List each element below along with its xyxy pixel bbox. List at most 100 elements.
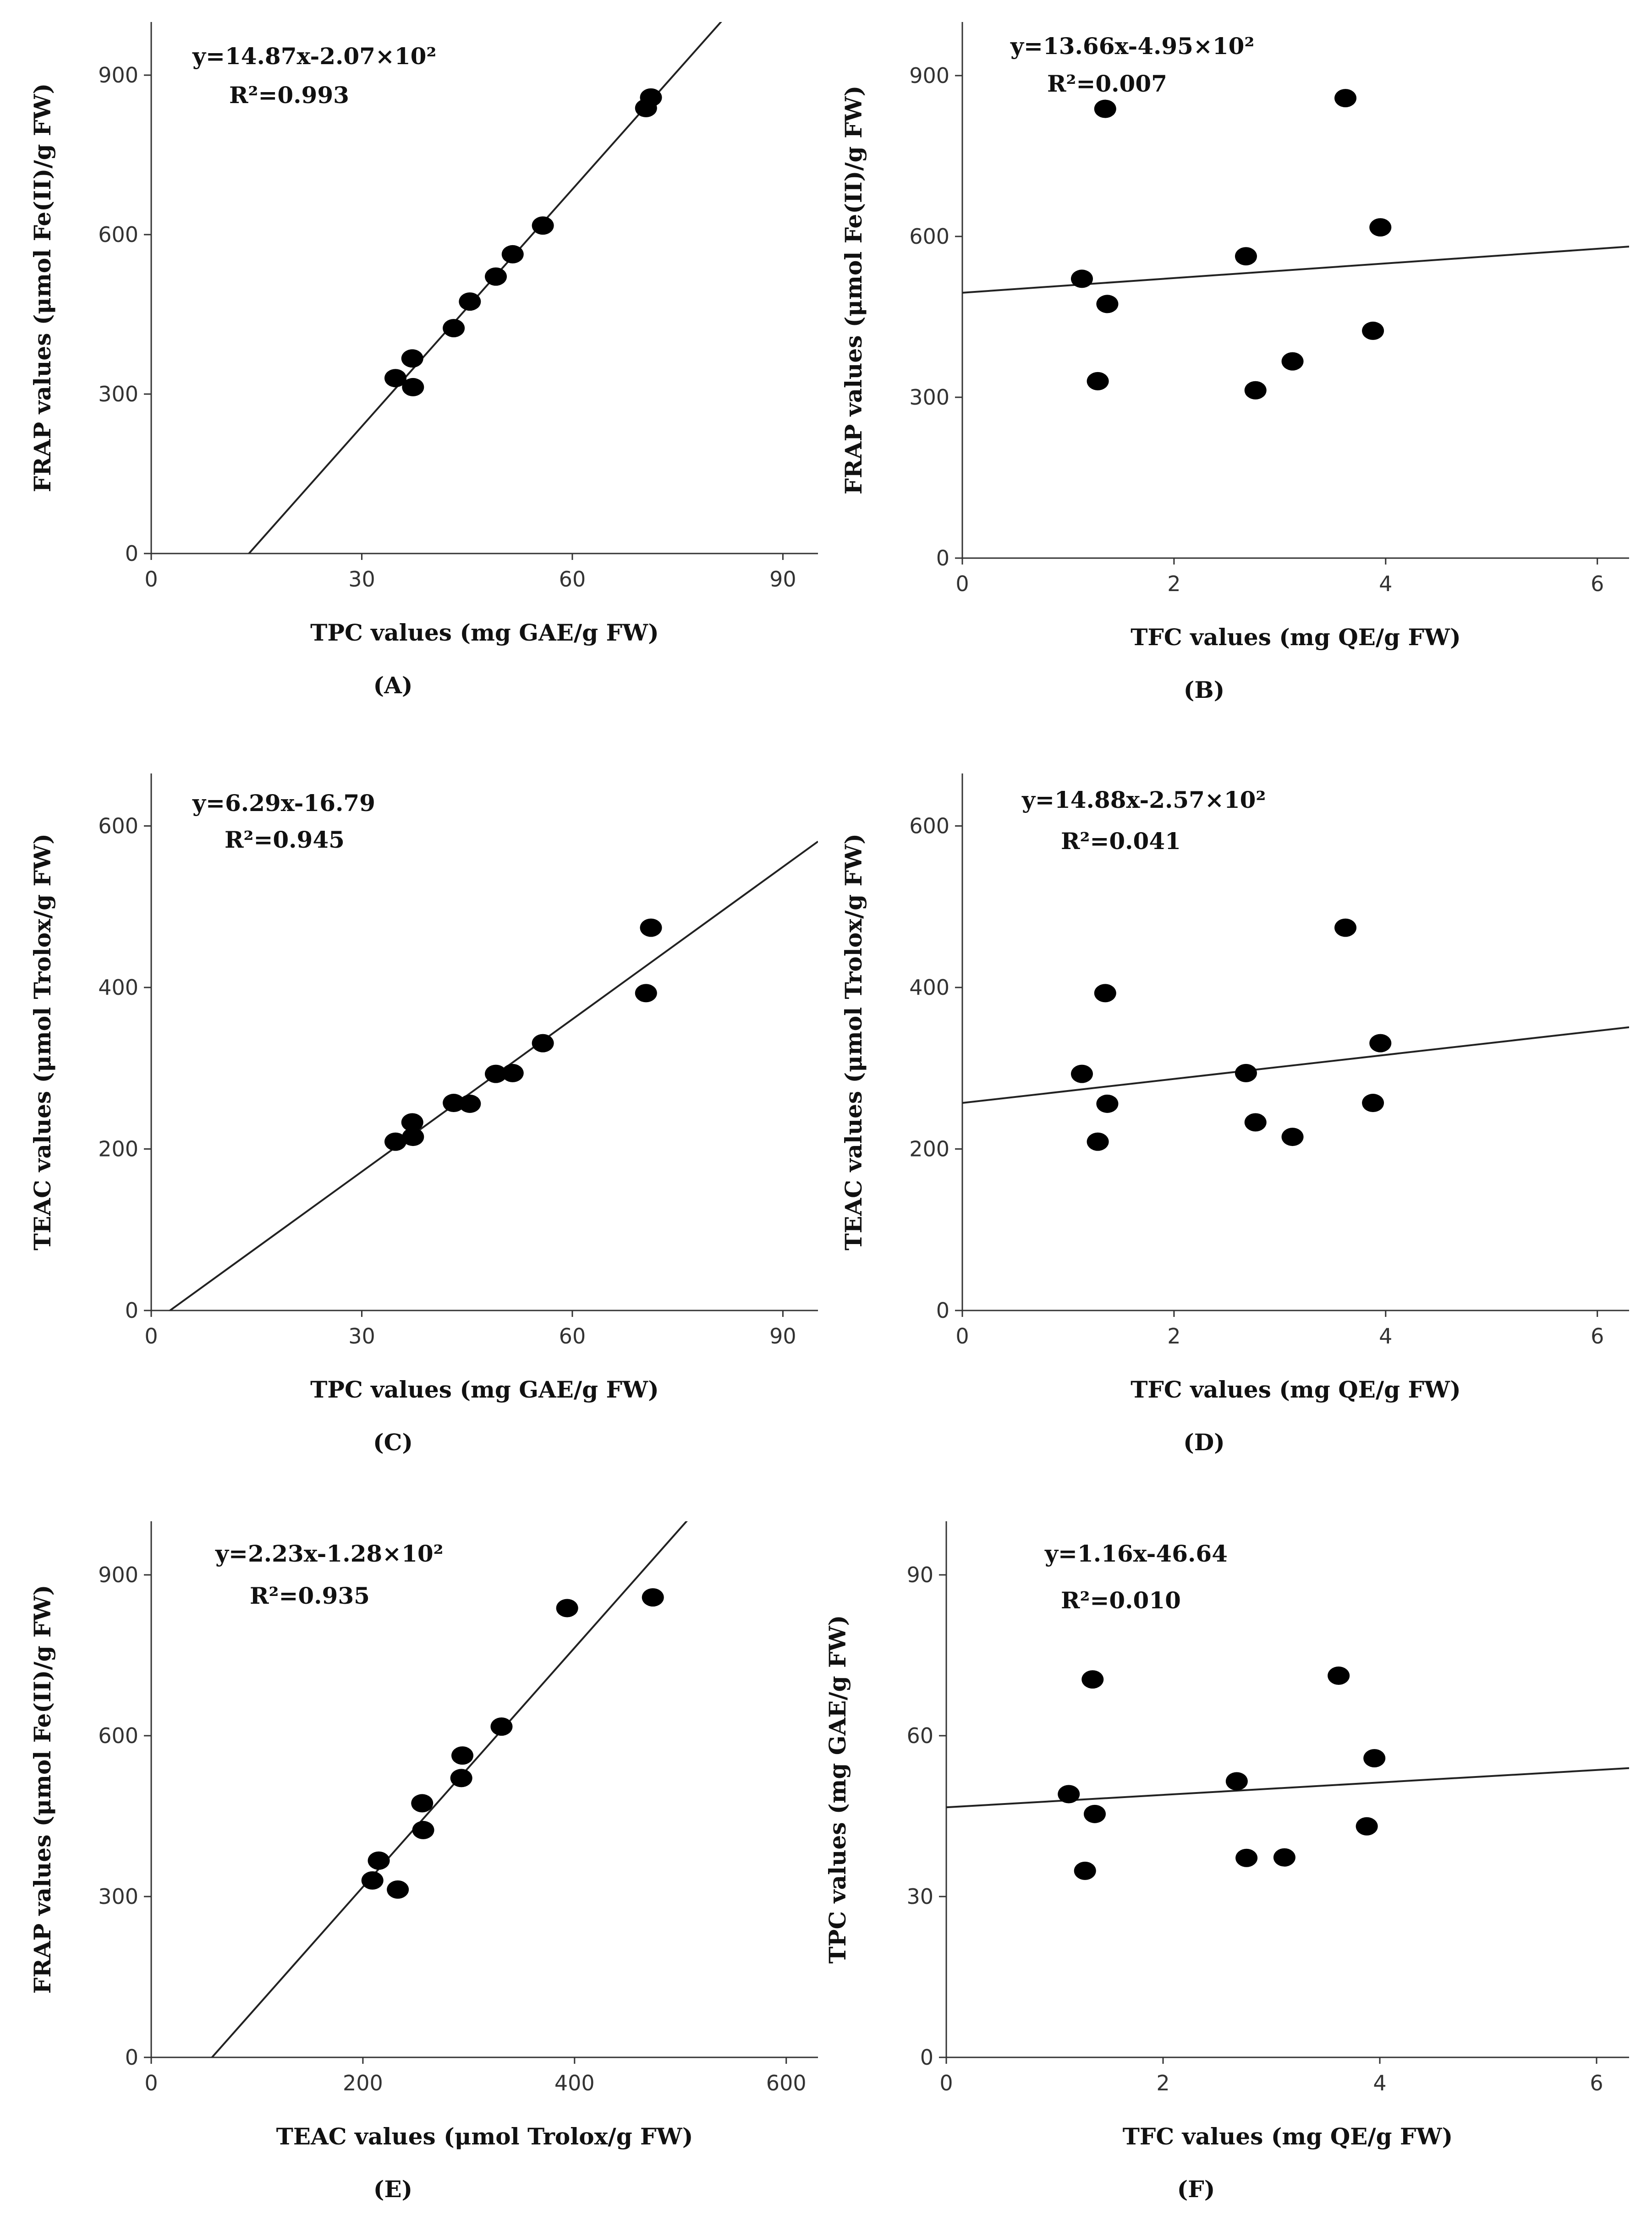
data-point (384, 369, 406, 388)
panel-label: (A) (373, 672, 412, 699)
x-tick-label: 60 (559, 1324, 586, 1349)
data-point (1235, 1848, 1258, 1867)
r-squared-label: R²=0.041 (1061, 828, 1181, 855)
regression-equation: y=2.23x-1.28×10² (215, 1540, 444, 1567)
y-tick-label: 900 (98, 63, 138, 88)
data-point (1369, 218, 1392, 237)
data-point (1244, 1113, 1267, 1132)
x-tick-label: 0 (144, 2071, 158, 2095)
x-axis-title: TFC values (mg QE/g FW) (1123, 2123, 1453, 2150)
x-tick-label: 0 (144, 567, 158, 592)
data-point (1334, 89, 1357, 108)
data-point (402, 1128, 424, 1146)
r-squared-label: R²=0.945 (225, 826, 345, 853)
regression-line (962, 246, 1629, 294)
y-tick-label: 30 (906, 1884, 933, 1909)
r-squared-label: R²=0.993 (229, 82, 349, 109)
data-point (1281, 1128, 1304, 1146)
x-tick-label: 600 (766, 2071, 807, 2095)
y-tick-label: 400 (909, 975, 949, 1000)
data-point (412, 1820, 434, 1839)
data-point (361, 1871, 384, 1890)
data-point (384, 1132, 406, 1151)
x-tick-label: 0 (144, 1324, 158, 1349)
data-point (459, 1094, 481, 1113)
data-point (1363, 1749, 1386, 1768)
regression-line (210, 1521, 688, 2057)
chart-panel-5: 0 200 400 600 0 300 600 900 y=2.23x-1.28×10² R²=0… (29, 1521, 818, 2203)
x-tick-label: 30 (348, 567, 375, 592)
y-axis-title: FRAP values (μmol Fe(II)/g FW) (29, 83, 56, 493)
data-point (1081, 1670, 1104, 1689)
y-tick-label: 300 (98, 1884, 138, 1909)
data-point (1334, 918, 1357, 937)
y-tick-label: 600 (98, 1723, 138, 1748)
y-tick-label: 300 (98, 382, 138, 406)
data-point (401, 349, 423, 368)
data-point (1058, 1785, 1080, 1804)
r-squared-label: R²=0.010 (1061, 1587, 1181, 1614)
data-point (1087, 1132, 1109, 1151)
y-tick-label: 400 (98, 975, 138, 1000)
data-point (387, 1880, 409, 1899)
y-tick-label: 90 (906, 1563, 933, 1587)
chart-panel-3: 0 30 60 90 0 200 400 600 y=6.29x-16.79 R²=0.945 TP… (29, 773, 818, 1456)
regression-line (247, 22, 722, 554)
data-point (459, 292, 481, 311)
x-tick-label: 4 (1373, 2071, 1386, 2095)
y-tick-label: 0 (125, 541, 138, 566)
data-point (1225, 1772, 1248, 1791)
x-tick-label: 60 (559, 567, 586, 592)
y-tick-label: 0 (125, 1298, 138, 1323)
data-point (1328, 1666, 1350, 1685)
x-tick-label: 0 (955, 571, 969, 596)
data-point (642, 1588, 664, 1607)
data-point (1281, 352, 1304, 371)
data-point (635, 984, 657, 1003)
y-tick-label: 300 (909, 385, 949, 410)
chart-panel-2: 0 2 4 6 0 300 600 900 y=13.66x-4.95×10² R²=0.007 T… (840, 22, 1629, 703)
data-point (443, 1094, 465, 1113)
y-tick-label: 200 (98, 1137, 138, 1162)
x-tick-label: 0 (939, 2071, 953, 2095)
data-point (640, 88, 662, 107)
x-tick-label: 90 (769, 1324, 796, 1349)
data-point (1094, 99, 1116, 118)
panel-label: (E) (373, 2176, 412, 2203)
y-tick-label: 600 (98, 814, 138, 839)
data-point (640, 918, 662, 937)
x-tick-label: 4 (1379, 571, 1392, 596)
y-tick-label: 900 (909, 63, 949, 88)
data-point (1362, 1094, 1384, 1113)
y-tick-label: 200 (909, 1137, 949, 1162)
x-tick-label: 2 (1167, 1324, 1180, 1349)
data-point (1273, 1848, 1295, 1867)
data-point (485, 267, 507, 286)
panel-label: (B) (1184, 676, 1225, 703)
data-point (411, 1794, 434, 1813)
x-axis-title: TFC values (mg QE/g FW) (1131, 624, 1461, 651)
data-point (556, 1599, 578, 1617)
regression-line (962, 1026, 1629, 1104)
y-tick-label: 600 (98, 222, 138, 247)
data-point (368, 1851, 390, 1870)
regression-line (168, 840, 818, 1310)
data-point (1070, 269, 1093, 288)
chart-panel-4: 0 2 4 6 0 200 400 600 y=14.88x-2.57×10² R²=0.041 T… (840, 773, 1629, 1456)
y-axis-title: FRAP values (μmol Fe(II)/g FW) (29, 1585, 56, 1994)
x-tick-label: 6 (1591, 571, 1604, 596)
x-tick-label: 6 (1591, 1324, 1604, 1349)
regression-equation: y=14.87x-2.07×10² (192, 43, 436, 70)
data-point (532, 1034, 554, 1053)
data-point (443, 319, 465, 338)
y-axis-title: TPC values (mg GAE/g FW) (824, 1615, 851, 1964)
r-squared-label: R²=0.007 (1047, 70, 1167, 97)
data-point (1369, 1034, 1392, 1053)
r-squared-label: R²=0.935 (250, 1582, 370, 1609)
data-point (1094, 984, 1116, 1003)
data-point (401, 1113, 423, 1132)
x-axis-title: TEAC values (μmol Trolox/g FW) (276, 2123, 693, 2150)
y-axis-title: FRAP values (μmol Fe(II)/g FW) (840, 86, 867, 495)
